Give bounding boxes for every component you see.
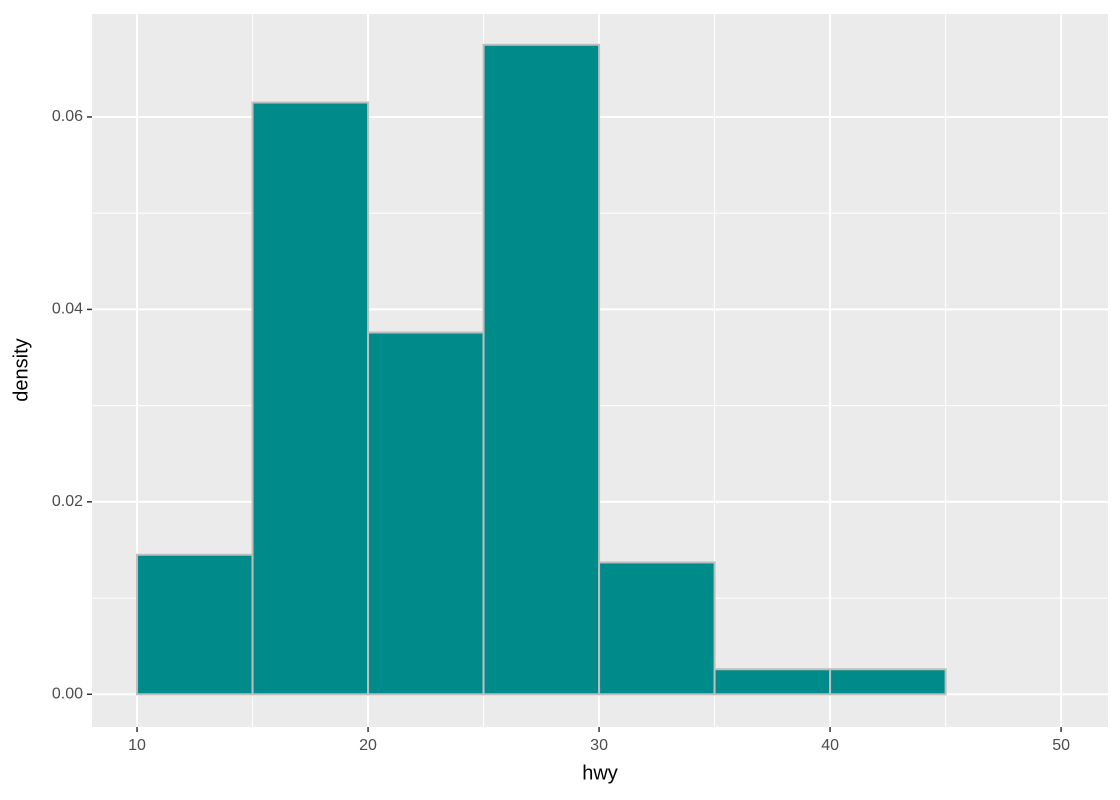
x-axis-title: hwy bbox=[582, 762, 618, 784]
x-tick-label: 10 bbox=[128, 737, 146, 754]
y-axis-title: density bbox=[10, 338, 32, 401]
y-tick-label: 0.00 bbox=[52, 686, 83, 703]
bar bbox=[829, 668, 947, 696]
bar bbox=[713, 668, 832, 696]
y-tick-label: 0.02 bbox=[52, 493, 83, 510]
bar bbox=[598, 561, 716, 696]
bar bbox=[136, 553, 254, 696]
bar bbox=[482, 43, 601, 696]
y-tick-label: 0.04 bbox=[52, 301, 83, 318]
x-tick-label: 20 bbox=[359, 737, 377, 754]
x-tick-label: 50 bbox=[1052, 737, 1070, 754]
x-tick-label: 40 bbox=[821, 737, 839, 754]
x-tick-label: 30 bbox=[590, 737, 608, 754]
bar bbox=[251, 101, 370, 696]
bar bbox=[367, 331, 485, 696]
y-tick-label: 0.06 bbox=[52, 108, 83, 125]
